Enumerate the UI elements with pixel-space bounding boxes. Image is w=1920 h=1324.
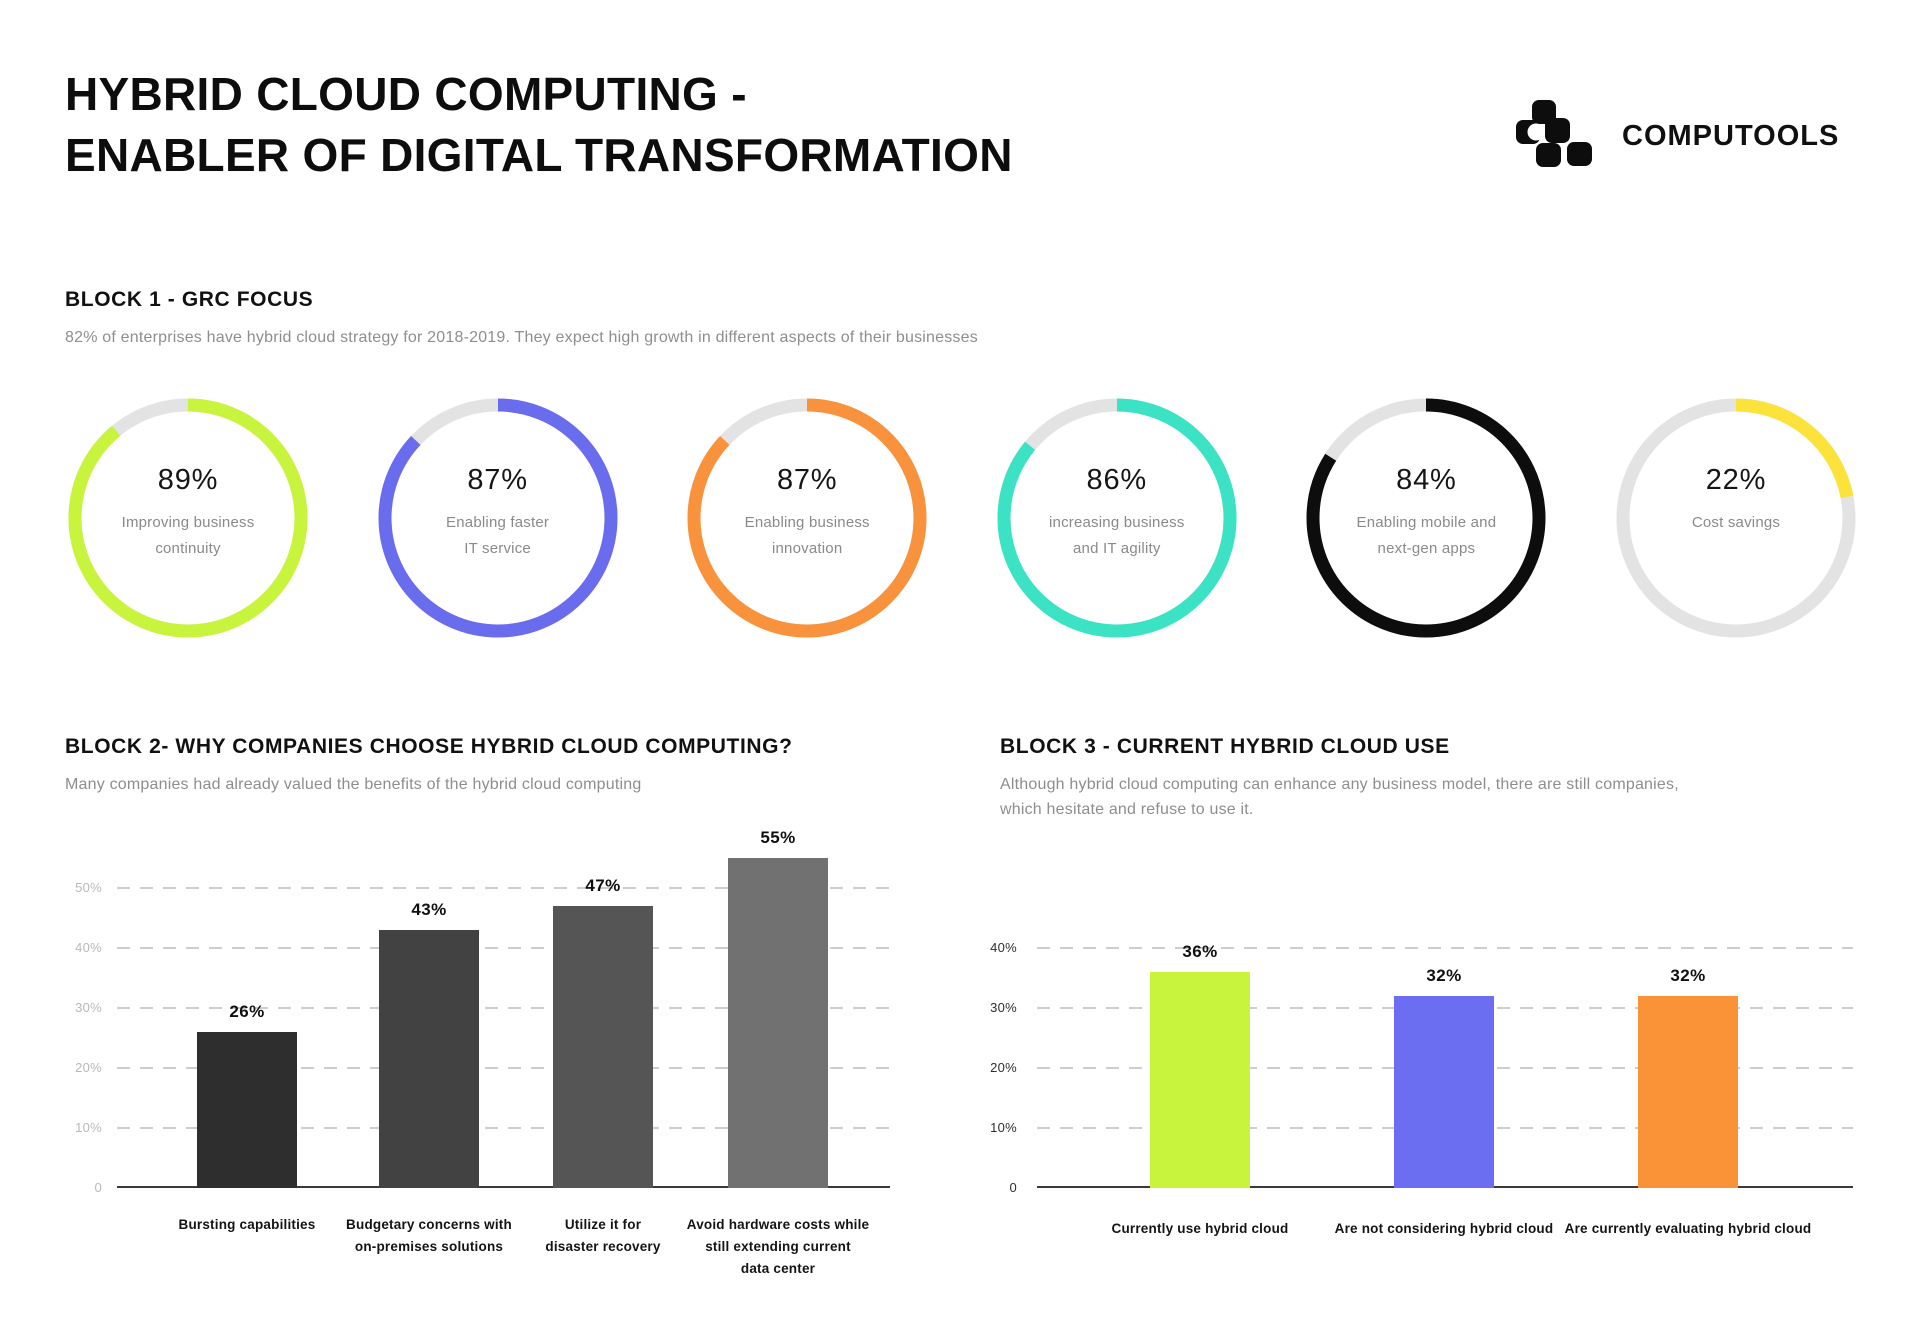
bar-value-label: 32% — [1426, 966, 1462, 985]
category-label: Utilize it for disaster recovery — [545, 1217, 661, 1254]
donut-label: Improving business continuity — [121, 514, 255, 557]
category-label: Currently use hybrid cloud — [1111, 1221, 1289, 1236]
bar: 32% — [1638, 902, 1738, 1188]
bar-value-label: 26% — [229, 1002, 265, 1021]
block2-subtitle: Many companies had already valued the be… — [65, 776, 642, 793]
donut-label: Enabling faster IT service — [446, 514, 550, 557]
y-tick-label: 10% — [75, 1120, 102, 1135]
bar-value-label: 32% — [1670, 966, 1706, 985]
block1-subtitle: 82% of enterprises have hybrid cloud str… — [65, 329, 978, 346]
donut-chart: 87% Enabling faster IT service — [378, 398, 618, 638]
y-tick-label: 30% — [75, 1000, 102, 1015]
bar-fill — [379, 930, 479, 1188]
page-title-line2: ENABLER OF DIGITAL TRANSFORMATION — [65, 129, 1013, 181]
x-axis-line — [117, 1186, 890, 1188]
y-tick-label: 40% — [75, 940, 102, 955]
donut-value: 87% — [776, 464, 838, 496]
computools-logo: COMPUTOOLS — [1516, 100, 1839, 173]
donut-label: Enabling business innovation — [744, 514, 870, 557]
donut-ring-icon — [997, 398, 1237, 638]
donut-label: Enabling mobile and next-gen apps — [1356, 514, 1497, 557]
donut-label: Cost savings — [1691, 514, 1781, 531]
donut-value: 84% — [1396, 464, 1457, 496]
page-title-line1: HYBRID CLOUD COMPUTING - — [65, 68, 747, 120]
gridline — [117, 887, 890, 889]
donut-ring-icon — [68, 398, 308, 638]
donut-value: 87% — [467, 464, 528, 496]
category-label: Are currently evaluating hybrid cloud — [1564, 1221, 1812, 1236]
donut-value: 86% — [1086, 464, 1147, 496]
block2-y-axis-labels: 0 10% 20% 30% 40% 50% — [40, 810, 102, 1195]
y-tick-label: 0 — [1009, 1180, 1017, 1195]
bar-fill — [728, 858, 828, 1188]
block1-heading: BLOCK 1 - GRC FOCUS — [65, 288, 314, 311]
donut-ring-icon — [687, 398, 927, 638]
y-tick-label: 0 — [94, 1180, 102, 1195]
block3-subtitle: Although hybrid cloud computing can enha… — [1000, 776, 1679, 818]
y-tick-label: 10% — [990, 1120, 1017, 1135]
category-label: Budgetary concerns with on-premises solut… — [346, 1217, 512, 1254]
y-tick-label: 40% — [990, 940, 1017, 955]
donut-value: 22% — [1705, 464, 1767, 496]
donut-ring-icon — [1616, 398, 1856, 638]
bar: 26% — [197, 810, 297, 1188]
bar-fill — [553, 906, 653, 1188]
page-title: HYBRID CLOUD COMPUTING - ENABLER OF DIGI… — [65, 64, 1013, 186]
donut-chart: 89% Improving business continuity — [68, 398, 308, 638]
bar: 55% — [728, 810, 828, 1188]
donut-chart: 84% Enabling mobile and next-gen apps — [1306, 398, 1546, 638]
donut-chart: 87% Enabling business innovation — [687, 398, 927, 638]
category-label: Bursting capabilities — [178, 1217, 316, 1232]
donut-row: 89% Improving business continuity 87% Enabli… — [68, 398, 1856, 638]
donut-ring-icon — [378, 398, 618, 638]
bar: 32% — [1394, 902, 1494, 1188]
block2-heading: BLOCK 2- WHY COMPANIES CHOOSE HYBRID CLO… — [65, 735, 793, 758]
y-tick-label: 30% — [990, 1000, 1017, 1015]
bar: 43% — [379, 810, 479, 1188]
bar-fill — [1638, 996, 1738, 1188]
category-label: Are not considering hybrid cloud — [1334, 1221, 1554, 1236]
bar-value-label: 55% — [760, 828, 796, 847]
block3-y-axis-labels: 0 10% 20% 30% 40% — [955, 902, 1017, 1195]
bar-fill — [1394, 996, 1494, 1188]
gridline — [117, 1007, 890, 1009]
bar-fill — [1150, 972, 1250, 1188]
bar: 47% — [553, 810, 653, 1188]
bar-value-label: 47% — [585, 876, 621, 895]
y-tick-label: 50% — [75, 880, 102, 895]
donut-ring-icon — [1306, 398, 1546, 638]
computools-logo-icon — [1516, 100, 1594, 173]
donut-chart: 86% increasing business and IT agility — [997, 398, 1237, 638]
block3-heading: BLOCK 3 - CURRENT HYBRID CLOUD USE — [1000, 735, 1450, 758]
bar-value-label: 36% — [1182, 942, 1218, 961]
donut-value: 89% — [157, 464, 219, 496]
bar-fill — [197, 1032, 297, 1188]
gridline — [117, 1067, 890, 1069]
donut-chart: 22% Cost savings — [1616, 398, 1856, 638]
bar-value-label: 43% — [411, 900, 447, 919]
category-label: Avoid hardware costs while still extendin… — [686, 1217, 870, 1276]
y-tick-label: 20% — [990, 1060, 1017, 1075]
brand-name: COMPUTOOLS — [1622, 120, 1840, 152]
block3-bar-chart: 36% Currently use hybrid cloud 32% Are not … — [1037, 902, 1853, 1236]
y-tick-label: 20% — [75, 1060, 102, 1075]
bar: 36% — [1150, 902, 1250, 1188]
block2-bar-chart: 26% Bursting capabilities 43% Budgetary con… — [117, 810, 890, 1276]
gridline — [117, 947, 890, 949]
gridline — [117, 1127, 890, 1129]
donut-label: increasing business and IT agility — [1049, 514, 1185, 557]
gridline — [1037, 947, 1853, 949]
